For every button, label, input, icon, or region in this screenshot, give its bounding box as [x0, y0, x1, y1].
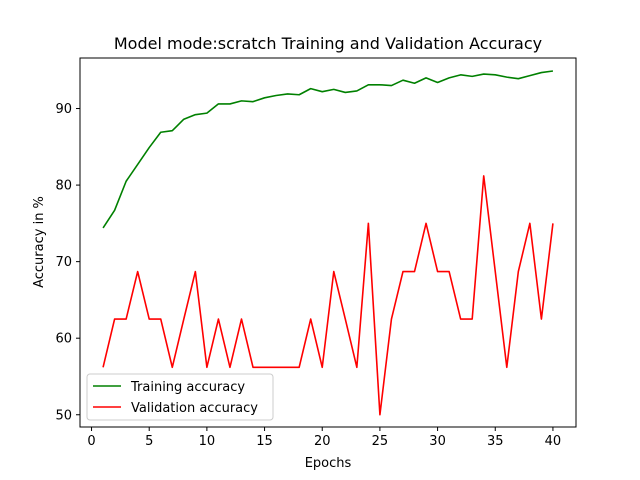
series-line-1	[102, 70, 554, 229]
y-tick-label: 60	[55, 332, 72, 347]
x-tick-label: 20	[314, 434, 331, 449]
legend: Training accuracy Validation accuracy	[86, 373, 274, 421]
axes-frame	[79, 57, 577, 428]
x-tick-label: 40	[545, 434, 562, 449]
legend-box	[86, 373, 274, 421]
x-tick-label: 30	[429, 434, 446, 449]
y-tick-label: 90	[55, 102, 72, 117]
x-tick-label: 5	[145, 434, 153, 449]
plot-area: 0 5 10 15 20 25 30 35 40 50 60 70 80 90	[55, 57, 577, 449]
y-tick-label: 50	[55, 408, 72, 423]
x-tick-label: 35	[487, 434, 504, 449]
x-tick-label: 15	[256, 434, 273, 449]
y-axis-title: Accuracy in %	[32, 196, 47, 288]
y-tick-label: 70	[55, 255, 72, 270]
x-axis-title: Epochs	[305, 456, 352, 471]
x-tick-label: 25	[372, 434, 389, 449]
x-tick-label: 10	[199, 434, 216, 449]
x-tick-label: 0	[87, 434, 95, 449]
legend-label-2: Validation accuracy	[131, 401, 258, 416]
y-tick-label: 80	[55, 179, 72, 194]
chart-title: Model mode:scratch Training and Validati…	[114, 34, 542, 53]
legend-label-1: Training accuracy	[130, 380, 245, 395]
series-line-2	[102, 175, 554, 416]
